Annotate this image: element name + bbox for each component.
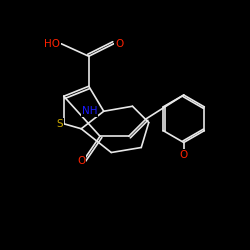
Text: NH: NH xyxy=(82,106,97,116)
Text: O: O xyxy=(77,156,86,166)
Text: O: O xyxy=(115,39,123,49)
Text: S: S xyxy=(57,119,63,129)
Text: O: O xyxy=(180,150,188,160)
Text: HO: HO xyxy=(44,39,60,49)
